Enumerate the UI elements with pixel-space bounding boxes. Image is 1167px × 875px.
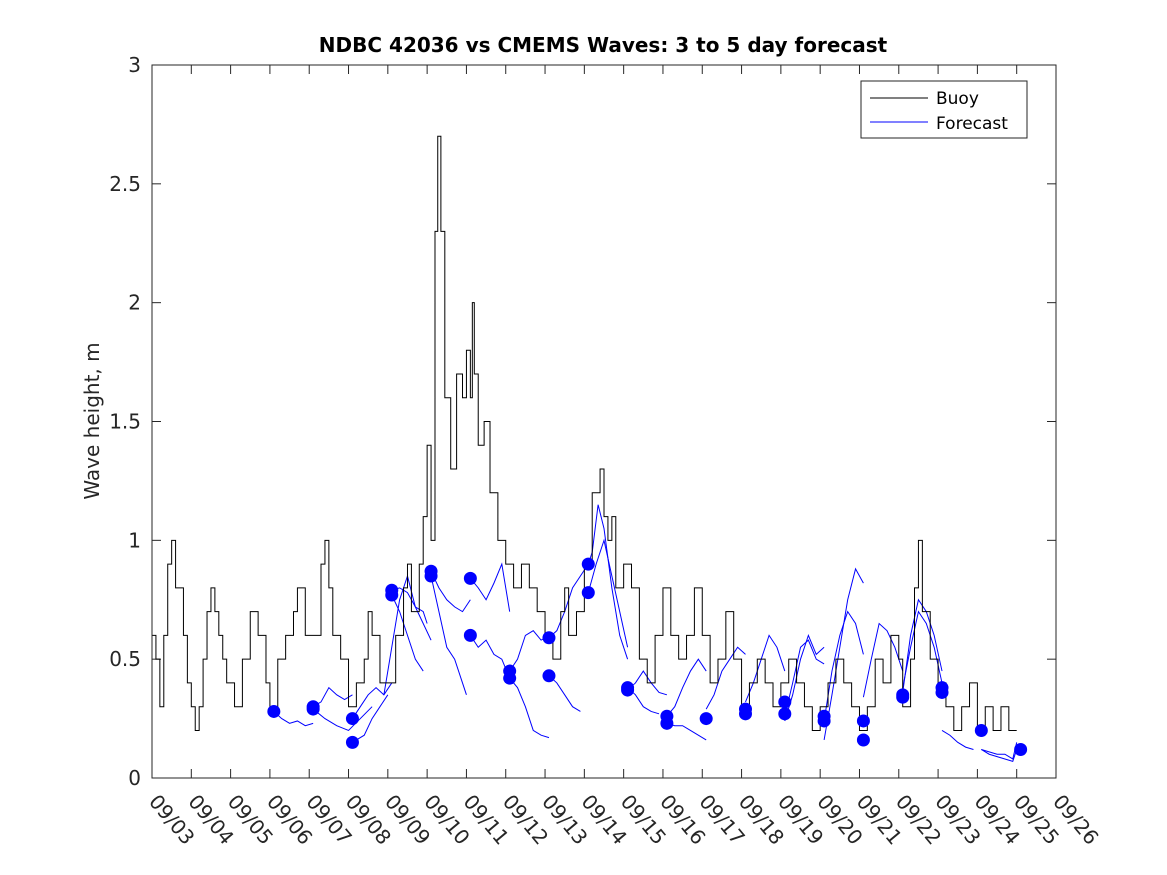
chart-title: NDBC 42036 vs CMEMS Waves: 3 to 5 day fo… [319, 33, 888, 57]
forecast-line [666, 722, 707, 741]
y-tick-label: 2.5 [109, 172, 141, 196]
forecast-marker [856, 714, 870, 728]
forecast-line [666, 658, 707, 717]
forecast-marker [345, 712, 359, 726]
legend-buoy-label: Buoy [936, 89, 979, 109]
forecast-line [823, 567, 864, 741]
y-tick-label: 3 [128, 53, 141, 77]
forecast-line [352, 694, 389, 743]
forecast-line [745, 634, 786, 703]
forecast-line [941, 730, 974, 750]
y-axis: 0 0.5 1 1.5 2 2.5 3 [109, 53, 1056, 790]
forecast-marker [660, 716, 674, 730]
y-tick-label: 0 [128, 766, 141, 790]
y-tick-label: 1.5 [109, 410, 141, 434]
forecast-marker [267, 704, 281, 718]
forecast-line [981, 742, 1018, 760]
forecast-line [548, 675, 581, 712]
forecast-marker [581, 586, 595, 600]
forecast-line [312, 686, 353, 708]
forecast-marker [896, 688, 910, 702]
forecast-marker [935, 685, 949, 699]
forecast-line [509, 629, 550, 672]
forecast-line [902, 610, 943, 688]
forecast-marker [699, 712, 713, 726]
plot-frame [151, 64, 1057, 779]
forecast-line [587, 538, 629, 648]
forecast-markers [267, 557, 1028, 756]
forecast-marker [306, 702, 320, 716]
forecast-marker [1014, 742, 1028, 756]
forecast-marker [778, 707, 792, 721]
forecast-marker [463, 571, 477, 585]
y-tick-label: 1 [128, 528, 141, 552]
forecast-marker [424, 569, 438, 583]
forecast-marker [503, 671, 517, 685]
plot-area [152, 65, 1056, 778]
forecast-marker [542, 669, 556, 683]
legend: Buoy Forecast [860, 80, 1028, 139]
forecast-marker [856, 733, 870, 747]
forecast-line [352, 682, 393, 719]
forecast-line [784, 633, 825, 722]
forecast-marker [385, 588, 399, 602]
forecast-marker [542, 631, 556, 645]
forecast-marker [345, 735, 359, 749]
forecast-line [469, 562, 511, 612]
forecast-marker [738, 707, 752, 721]
buoy-series [152, 135, 1017, 731]
forecast-marker [621, 681, 635, 695]
legend-box [860, 80, 1028, 139]
forecast-line [705, 646, 746, 710]
forecast-marker [778, 695, 792, 709]
forecast-line [391, 594, 424, 672]
forecast-series [273, 504, 1018, 762]
forecast-line [509, 677, 550, 739]
forecast-line [981, 749, 1018, 762]
forecast-marker [581, 557, 595, 571]
forecast-line [862, 622, 904, 698]
legend-forecast-label: Forecast [936, 114, 1008, 134]
forecast-line [784, 639, 825, 717]
y-axis-label: Wave height, m [80, 342, 104, 499]
forecast-line [430, 575, 467, 695]
y-tick-label: 2 [128, 291, 141, 315]
forecast-marker [817, 714, 831, 728]
forecast-line [312, 706, 373, 732]
forecast-line [430, 571, 471, 613]
buoy-line [152, 135, 1017, 731]
forecast-marker [463, 628, 477, 642]
y-tick-label: 0.5 [109, 647, 141, 671]
forecast-marker [974, 723, 988, 737]
forecast-line [469, 635, 511, 679]
forecast-line [273, 711, 314, 727]
